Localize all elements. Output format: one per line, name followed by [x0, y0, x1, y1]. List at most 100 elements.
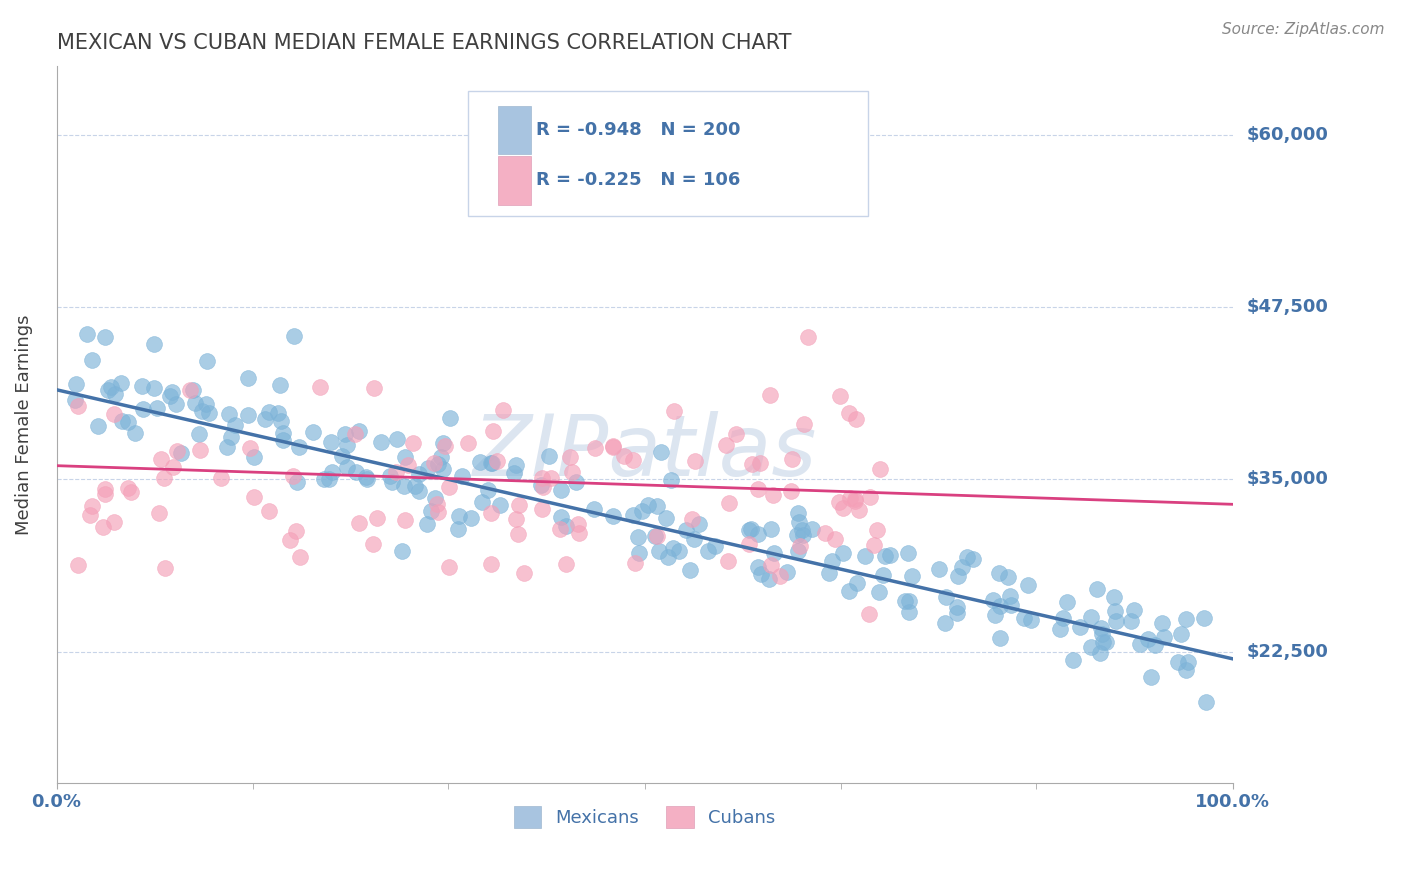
Point — [165, 397, 187, 411]
Point — [423, 491, 446, 505]
Point — [662, 541, 685, 555]
Point — [243, 450, 266, 464]
Point — [983, 607, 1005, 622]
Point — [76, 327, 98, 342]
Point — [714, 438, 737, 452]
Point — [762, 488, 785, 502]
Point — [439, 410, 461, 425]
Point — [283, 468, 305, 483]
Point — [330, 449, 353, 463]
Point — [988, 566, 1011, 580]
Point — [828, 388, 851, 402]
Point — [354, 470, 377, 484]
Point — [1095, 634, 1118, 648]
Point — [962, 552, 984, 566]
Point — [1088, 646, 1111, 660]
Point — [269, 377, 291, 392]
Point — [191, 404, 214, 418]
Point — [758, 572, 780, 586]
Point — [103, 515, 125, 529]
Point — [628, 546, 651, 560]
Point — [1140, 669, 1163, 683]
Point — [319, 434, 342, 449]
Point — [512, 566, 534, 580]
Point — [801, 522, 824, 536]
Point — [314, 472, 336, 486]
Point — [1137, 632, 1160, 647]
Point — [988, 599, 1011, 614]
Point — [894, 594, 917, 608]
Point — [344, 427, 367, 442]
Point — [370, 434, 392, 449]
Point — [430, 450, 453, 465]
Point — [863, 538, 886, 552]
Point — [142, 380, 165, 394]
Point — [378, 469, 401, 483]
Point — [568, 526, 591, 541]
Point — [679, 563, 702, 577]
Point — [948, 569, 970, 583]
Point — [838, 583, 860, 598]
Point — [738, 537, 761, 551]
Point — [356, 472, 378, 486]
Point — [901, 568, 924, 582]
Point — [1153, 630, 1175, 644]
Point — [796, 330, 818, 344]
Point — [423, 456, 446, 470]
Point — [621, 453, 644, 467]
Point — [385, 465, 408, 479]
Point — [704, 540, 727, 554]
Point — [392, 479, 415, 493]
Point — [662, 404, 685, 418]
Point — [290, 549, 312, 564]
Point — [956, 550, 979, 565]
Point — [195, 354, 218, 368]
Point — [427, 457, 450, 471]
Point — [1000, 598, 1022, 612]
Point — [238, 408, 260, 422]
Point — [787, 543, 810, 558]
Point — [149, 451, 172, 466]
Point — [198, 406, 221, 420]
Point — [159, 389, 181, 403]
Point — [531, 501, 554, 516]
Point — [683, 532, 706, 546]
Point — [1123, 603, 1146, 617]
Point — [1144, 638, 1167, 652]
Point — [65, 377, 87, 392]
Point — [567, 516, 589, 531]
Point — [697, 544, 720, 558]
Point — [630, 503, 652, 517]
Point — [717, 554, 740, 568]
Point — [724, 426, 747, 441]
Text: $60,000: $60,000 — [1247, 126, 1329, 144]
Point — [1119, 614, 1142, 628]
Point — [538, 449, 561, 463]
Point — [866, 524, 889, 538]
Point — [188, 442, 211, 457]
Point — [838, 406, 860, 420]
Point — [347, 424, 370, 438]
Point — [1069, 620, 1091, 634]
Point — [647, 544, 669, 558]
Point — [824, 533, 846, 547]
Point — [848, 503, 870, 517]
Point — [583, 501, 606, 516]
Point — [1170, 627, 1192, 641]
Point — [659, 473, 682, 487]
Point — [148, 506, 170, 520]
Point — [333, 427, 356, 442]
Point — [561, 465, 583, 479]
Point — [131, 379, 153, 393]
Point — [637, 498, 659, 512]
Point — [273, 433, 295, 447]
Point — [787, 507, 810, 521]
Point — [110, 376, 132, 390]
Point — [450, 468, 472, 483]
Point — [787, 515, 810, 529]
Point — [481, 456, 503, 470]
Point — [839, 491, 862, 505]
Point — [624, 556, 647, 570]
Point — [1105, 615, 1128, 629]
Point — [747, 526, 769, 541]
